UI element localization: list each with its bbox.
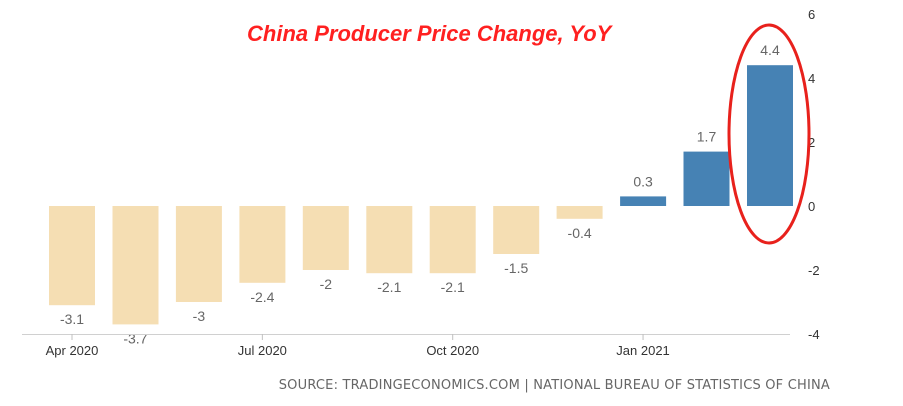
data-labels-group: -3.1 -3.7 -3 -2.4 -2 -2.1 -2.1 -1.5 -0.4 0.3 1.7 4.… — [60, 42, 780, 346]
bar-jun-2020 — [175, 206, 222, 302]
bar-sep-2020 — [366, 206, 413, 274]
bar-aug-2020 — [302, 206, 349, 270]
bars-group — [49, 65, 793, 325]
bar-apr-2020 — [49, 206, 95, 306]
data-label: -3.7 — [123, 330, 147, 346]
bar-nov-2020 — [493, 206, 540, 254]
y-axis: 6 4 2 0 -2 -4 — [808, 7, 820, 342]
data-label: 4.4 — [760, 42, 780, 58]
data-label: -2.4 — [250, 289, 274, 305]
data-label: 1.7 — [697, 129, 717, 145]
highlight-ellipse — [727, 23, 811, 245]
data-label: -2 — [320, 276, 333, 292]
y-tick-label: 2 — [808, 135, 815, 150]
data-label: 0.3 — [633, 173, 653, 189]
y-tick-label: 0 — [808, 199, 815, 214]
x-tick-label: Jul 2020 — [238, 343, 287, 358]
y-tick-label: -2 — [808, 263, 820, 278]
bar-feb-2021 — [683, 151, 730, 206]
bar-dec-2020 — [556, 206, 603, 219]
data-label: -3.1 — [60, 311, 84, 327]
x-tick-label: Jan 2021 — [616, 343, 670, 358]
bar-chart: -3.1 -3.7 -3 -2.4 -2 -2.1 -2.1 -1.5 -0.4 0.3 1.7 4.… — [22, 7, 820, 358]
data-label: -2.1 — [441, 279, 465, 295]
bar-may-2020 — [112, 206, 159, 325]
y-tick-label: 6 — [808, 7, 815, 22]
data-label: -2.1 — [377, 279, 401, 295]
bar-jan-2021 — [620, 196, 667, 206]
bar-mar-2021 — [747, 65, 793, 206]
bar-jul-2020 — [239, 206, 286, 283]
data-label: -0.4 — [568, 225, 592, 241]
y-tick-label: 4 — [808, 71, 815, 86]
y-tick-label: -4 — [808, 327, 820, 342]
chart-title: China Producer Price Change, YoY — [247, 21, 614, 46]
bar-oct-2020 — [429, 206, 476, 274]
source-text: SOURCE: TRADINGECONOMICS.COM | NATIONAL … — [278, 378, 830, 393]
data-label: -3 — [193, 308, 206, 324]
data-label: -1.5 — [504, 260, 528, 276]
x-tick-label: Oct 2020 — [426, 343, 479, 358]
x-tick-label: Apr 2020 — [46, 343, 99, 358]
x-axis: Apr 2020 Jul 2020 Oct 2020 Jan 2021 — [22, 334, 790, 358]
